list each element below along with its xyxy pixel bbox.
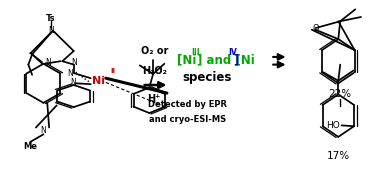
Text: IV: IV	[228, 48, 237, 57]
Text: III: III	[192, 48, 200, 57]
Text: N: N	[70, 79, 76, 87]
Text: H⁺: H⁺	[147, 95, 161, 104]
Text: 17%: 17%	[327, 151, 350, 161]
Text: Detected by EPR: Detected by EPR	[149, 100, 227, 109]
Text: [Ni: [Ni	[177, 54, 196, 67]
Text: N: N	[45, 58, 51, 66]
Text: N: N	[40, 126, 46, 135]
Text: O₂ or: O₂ or	[141, 46, 168, 56]
Text: ] and [Ni: ] and [Ni	[197, 54, 255, 67]
Text: II: II	[110, 68, 115, 74]
Text: O: O	[312, 24, 319, 33]
Text: species: species	[183, 71, 232, 84]
Text: H₂O₂: H₂O₂	[142, 66, 167, 75]
Text: ]: ]	[233, 54, 238, 67]
Text: N: N	[67, 69, 73, 78]
Text: Ni: Ni	[92, 76, 105, 86]
Text: N: N	[71, 58, 77, 67]
Text: 22%: 22%	[328, 89, 352, 99]
Text: N: N	[48, 26, 54, 35]
Text: and cryo-ESI-MS: and cryo-ESI-MS	[149, 115, 226, 124]
Text: Me: Me	[23, 142, 37, 151]
Text: Ts: Ts	[46, 14, 56, 23]
Text: HO: HO	[326, 121, 340, 130]
